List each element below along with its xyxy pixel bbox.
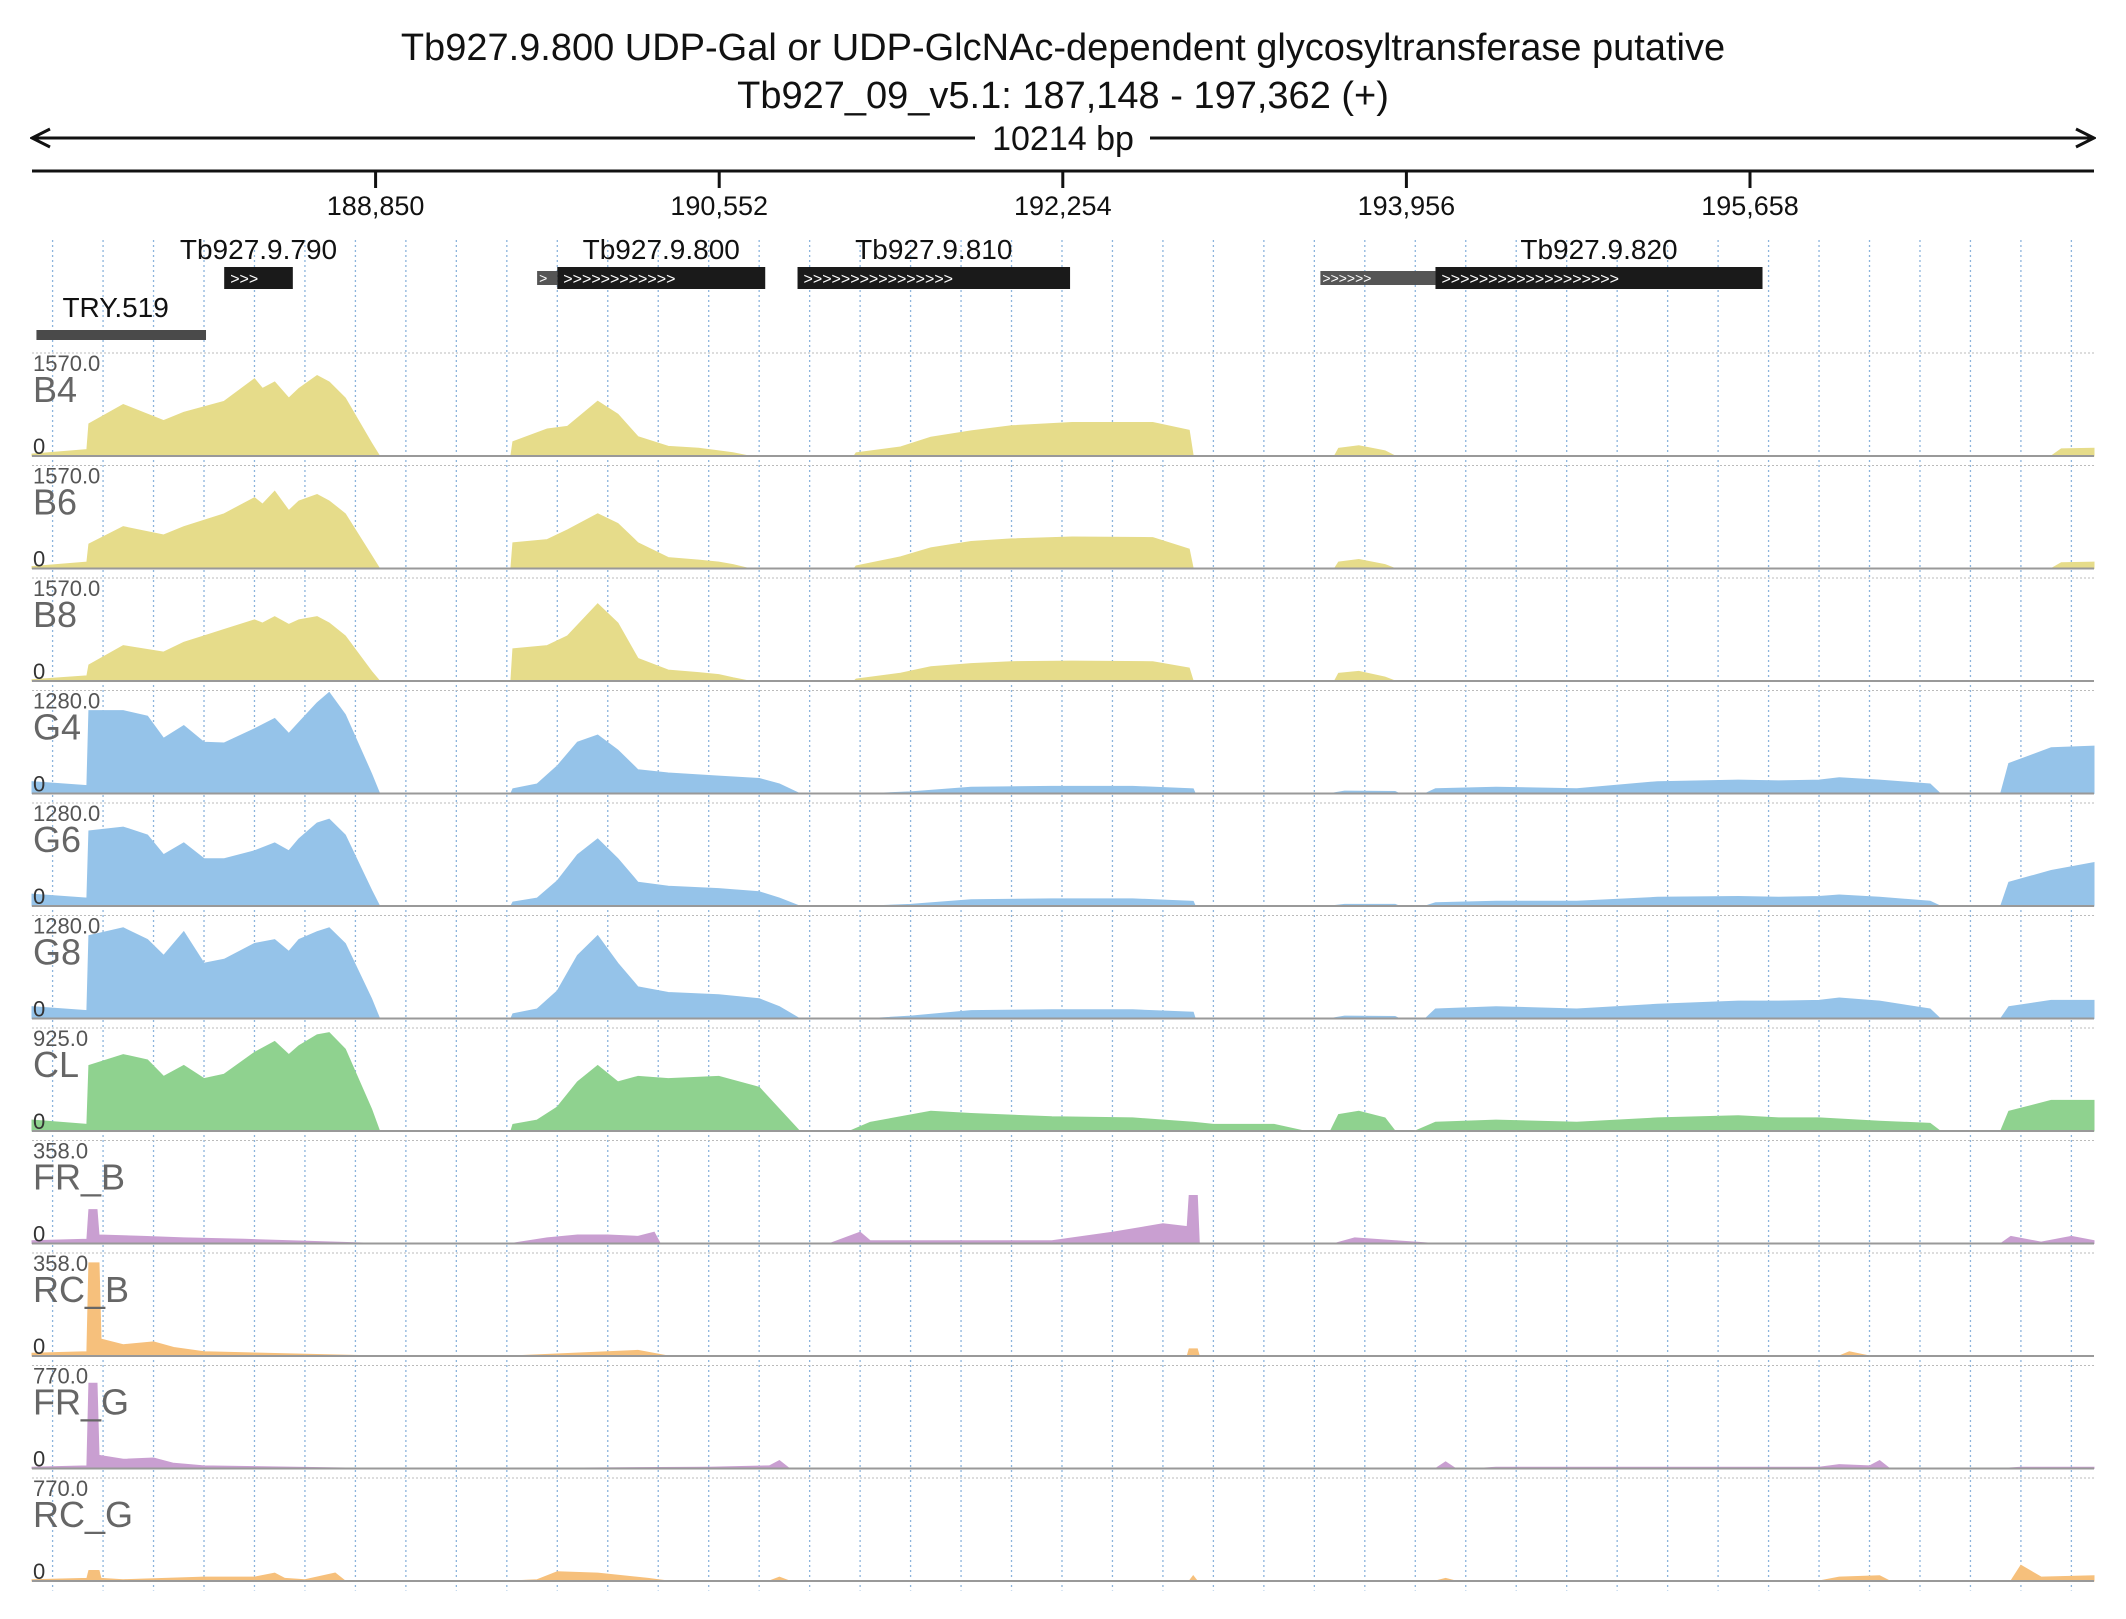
gene-annotation-track: >>>Tb927.9.790> >>>>>>>>>>>>Tb927.9.800>>… [36, 234, 1763, 340]
gene-label: Tb927.9.800 [583, 234, 740, 265]
track-max-label: 358.0 [33, 1139, 88, 1164]
track-name: RC_B [33, 1269, 129, 1310]
track-max-label: 1280.0 [33, 801, 100, 826]
gene-strand-arrows: >>>>>>>>>>>>>>>> [804, 271, 954, 288]
gene-strand-arrows: >>>>>>>>>>>> [563, 271, 675, 288]
gene-Tb927.9.820: >>>>>> >>>>>>>>>>>>>>>>>>>Tb927.9.820 [1320, 234, 1763, 289]
gene-cds [557, 267, 766, 289]
track-b8: 1570.0B8 0 [31, 576, 2094, 684]
gene-utr [1320, 271, 1436, 285]
feature-bar [36, 330, 207, 340]
track-max-label: 770.0 [33, 1364, 88, 1389]
gene-cds [224, 267, 293, 289]
track-name: G8 [33, 932, 81, 973]
track-name: G4 [33, 707, 81, 748]
track-g8: 1280.0G8 0 [31, 914, 2095, 1022]
ruler-tick-label: 188,850 [327, 191, 425, 221]
track-zero-label: 0 [33, 434, 45, 459]
chart-title: Tb927.9.800 UDP-Gal or UDP-GlcNAc-depend… [401, 27, 1725, 69]
track-fr-g: 770.0FR_G 0 [31, 1364, 2095, 1472]
track-max-label: 1570.0 [33, 464, 100, 489]
track-max-label: 925.0 [33, 1026, 88, 1051]
track-zero-label: 0 [33, 997, 45, 1022]
gene-Tb927.9.790: >>> Tb927.9.790 [180, 234, 337, 289]
gene-utr [537, 271, 558, 285]
coverage-area [31, 818, 2095, 907]
gene-utr-arrows: >>>>>> [1322, 270, 1371, 286]
track-rc-b: 358.0RC_B 0 [31, 1251, 2094, 1359]
gene-label: Tb927.9.810 [855, 234, 1012, 265]
coverage-area [31, 927, 2095, 1019]
gene-Tb927.9.810: >>>>>>>>>>>>>>>> Tb927.9.810 [797, 234, 1071, 289]
gene-Tb927.9.800: > >>>>>>>>>>>>Tb927.9.800 [537, 234, 766, 289]
coverage-area [31, 490, 2095, 569]
coverage-area [31, 1195, 2095, 1244]
ruler-ticks: 188,850 190,552 192,254 193,956 195,658 [327, 171, 1799, 221]
track-g6: 1280.0G6 0 [31, 801, 2095, 909]
gene-utr-arrows: > [539, 270, 547, 286]
coverage-area [31, 603, 1396, 682]
gene-label: Tb927.9.790 [180, 234, 337, 265]
gene-cds [1435, 267, 1763, 289]
ruler-tick-label: 192,254 [1014, 191, 1112, 221]
track-zero-label: 0 [33, 547, 45, 572]
feature-label: TRY.519 [62, 292, 168, 323]
coverage-tracks: 1570.0B401570.0B601570.0B801280.0G401280… [31, 351, 2095, 1584]
coverage-area [31, 1382, 2095, 1469]
ruler-tick-label: 190,552 [670, 191, 768, 221]
track-max-label: 1570.0 [33, 351, 100, 376]
track-zero-label: 0 [33, 772, 45, 797]
track-zero-label: 0 [33, 1334, 45, 1359]
track-max-label: 1570.0 [33, 576, 100, 601]
track-name: B8 [33, 594, 77, 635]
gene-strand-arrows: >>>>>>>>>>>>>>>>>>> [1441, 271, 1619, 288]
span-label: 10214 bp [992, 120, 1134, 158]
track-name: FR_B [33, 1157, 125, 1198]
coverage-area [31, 1262, 1870, 1357]
track-cl: 925.0CL 0 [31, 1026, 2095, 1134]
feature-TRY.519: TRY.519 [36, 292, 207, 340]
track-b6: 1570.0B6 0 [31, 464, 2095, 572]
chart-subtitle: Tb927_09_v5.1: 187,148 - 197,362 (+) [737, 75, 1389, 117]
ruler-tick-label: 195,658 [1701, 191, 1799, 221]
track-max-label: 770.0 [33, 1476, 88, 1501]
gene-label: Tb927.9.820 [1520, 234, 1677, 265]
track-g4: 1280.0G4 0 [31, 689, 2095, 797]
track-max-label: 1280.0 [33, 689, 100, 714]
coverage-area [31, 1032, 2095, 1132]
ruler-tick-label: 193,956 [1358, 191, 1456, 221]
track-name: B4 [33, 369, 77, 410]
track-max-label: 358.0 [33, 1251, 88, 1276]
track-fr-b: 358.0FR_B 0 [31, 1139, 2095, 1247]
span-indicator: 10214 bp [32, 120, 2094, 158]
track-name: RC_G [33, 1494, 133, 1535]
track-name: B6 [33, 482, 77, 523]
track-b4: 1570.0B4 0 [31, 351, 2095, 459]
coverage-area [31, 1564, 2095, 1582]
track-zero-label: 0 [33, 1222, 45, 1247]
track-max-label: 1280.0 [33, 914, 100, 939]
gene-strand-arrows: >>> [230, 271, 258, 288]
track-zero-label: 0 [33, 1559, 45, 1584]
coverage-area [31, 375, 2095, 457]
track-zero-label: 0 [33, 1109, 45, 1134]
coverage-area [31, 691, 2095, 794]
track-name: G6 [33, 819, 81, 860]
gene-cds [797, 267, 1071, 289]
track-name: FR_G [33, 1382, 129, 1423]
track-zero-label: 0 [33, 884, 45, 909]
track-name: CL [33, 1044, 79, 1085]
track-rc-g: 770.0RC_G 0 [31, 1476, 2095, 1584]
track-zero-label: 0 [33, 1447, 45, 1472]
track-zero-label: 0 [33, 659, 45, 684]
